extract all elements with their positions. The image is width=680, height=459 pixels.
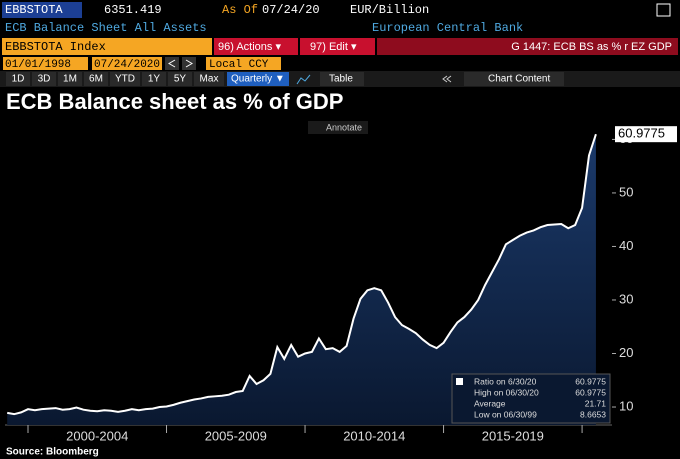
- prev-icon: [168, 59, 176, 68]
- range-button[interactable]: [194, 72, 224, 86]
- x-tick-label: 2005-2009: [205, 428, 267, 443]
- table: Table: [329, 74, 353, 85]
- range-button[interactable]: [110, 72, 140, 86]
- ticker: EBBSTOTA: [5, 3, 63, 17]
- frequency-button[interactable]: [227, 72, 289, 86]
- security: EBBSTOTA Index: [5, 40, 106, 54]
- y-tick-label: 10: [619, 398, 633, 413]
- chart-id: G 1447: ECB BS as % r EZ GDP: [511, 41, 672, 53]
- description: ECB Balance Sheet All Assets: [5, 21, 207, 35]
- as-of-label: As Of: [222, 3, 258, 17]
- stat-label: Average: [474, 398, 506, 408]
- footer: Source: Bloomberg: [6, 447, 99, 458]
- range-button[interactable]: [32, 72, 56, 86]
- stat-value: 8.6653: [580, 409, 606, 419]
- popout-icon[interactable]: [656, 3, 671, 17]
- range-label: 1D: [12, 74, 25, 85]
- chart-content: Chart Content: [488, 74, 550, 85]
- line: [7, 133, 597, 416]
- area-fill: [7, 134, 596, 425]
- chart-icon[interactable]: [296, 74, 311, 85]
- stat-label: High on 06/30/20: [474, 387, 539, 397]
- range-button[interactable]: [84, 72, 108, 86]
- next-button[interactable]: [182, 57, 196, 70]
- range-button[interactable]: [168, 72, 192, 86]
- end-date-field[interactable]: [92, 57, 162, 70]
- stats-box: [451, 373, 611, 424]
- range-label: 1Y: [148, 74, 161, 85]
- last-value-label: 60.9775: [618, 126, 665, 141]
- chart-content-button[interactable]: [464, 72, 564, 86]
- stat-value: 60.9775: [575, 376, 606, 386]
- next-icon: [185, 59, 193, 68]
- y-tick-label: 40: [619, 238, 633, 253]
- currency: Local CCY: [209, 59, 269, 71]
- stats-swatch: [456, 378, 463, 385]
- units: EUR/Billion: [350, 3, 429, 17]
- source-name: European Central Bank: [372, 21, 523, 35]
- x-tick-label: 2010-2014: [343, 428, 405, 443]
- security-field[interactable]: [2, 38, 212, 55]
- range-label: Max: [200, 74, 219, 85]
- stat-label: Ratio on 6/30/20: [474, 376, 537, 386]
- stat-value: 21.71: [585, 398, 607, 408]
- frequency: Quarterly ▼: [231, 74, 285, 85]
- range-label: 3D: [38, 74, 51, 85]
- annotate-button[interactable]: [308, 121, 368, 134]
- table-button[interactable]: [320, 72, 364, 86]
- range-button[interactable]: [142, 72, 166, 86]
- range-button[interactable]: [58, 72, 82, 86]
- actions-button[interactable]: [214, 38, 298, 55]
- start-date: 01/01/1998: [5, 59, 71, 71]
- currency-field[interactable]: [206, 57, 281, 70]
- start-date-field[interactable]: [3, 57, 88, 70]
- edit-button[interactable]: [300, 38, 375, 55]
- last-value-tag: [615, 126, 677, 143]
- ticker-box: [2, 2, 82, 18]
- range-label: 5Y: [174, 74, 187, 85]
- collapse-icon[interactable]: [442, 75, 452, 83]
- range-label: 1M: [63, 74, 77, 85]
- y-tick-label: 20: [619, 345, 633, 360]
- end-date: 07/24/2020: [94, 59, 160, 71]
- last-value: 6351.419: [104, 3, 162, 17]
- y-tick-label: 50: [619, 184, 633, 199]
- chart-id-bar: [377, 38, 678, 55]
- stat-value: 60.9775: [575, 387, 606, 397]
- x-tick-label: 2000-2004: [66, 428, 128, 443]
- range-label: 6M: [89, 74, 103, 85]
- as-of-date: 07/24/20: [262, 3, 320, 17]
- actions: 96) Actions ▾: [218, 41, 281, 53]
- edit: 97) Edit ▾: [310, 41, 357, 53]
- y-tick-label: 30: [619, 291, 633, 306]
- annotate: Annotate: [326, 122, 362, 132]
- stat-label: Low on 06/30/99: [474, 409, 537, 419]
- range-label: YTD: [115, 74, 135, 85]
- x-tick-label: 2015-2019: [482, 428, 544, 443]
- prev-button[interactable]: [165, 57, 179, 70]
- range-button[interactable]: [6, 72, 30, 86]
- chart-title: ECB Balance sheet as % of GDP: [6, 89, 343, 114]
